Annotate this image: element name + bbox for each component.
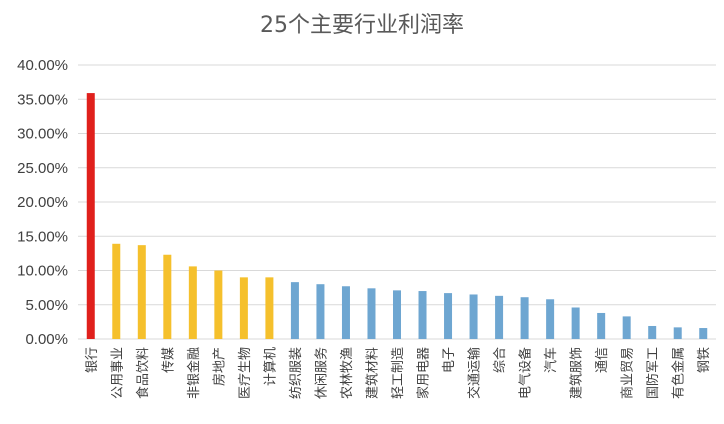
- y-tick-label: 0.00%: [25, 331, 68, 348]
- bar: [622, 316, 631, 339]
- x-tick-label: 公用事业: [110, 347, 125, 399]
- x-tick-label: 农林牧渔: [340, 347, 355, 399]
- x-tick-label: 房地产: [211, 347, 227, 386]
- bar: [673, 327, 682, 339]
- y-tick-label: 30.00%: [17, 126, 68, 143]
- bar: [86, 93, 95, 340]
- x-tick-label: 综合: [493, 347, 508, 373]
- bar: [265, 277, 274, 339]
- x-tick-label: 食品饮料: [135, 347, 151, 399]
- x-tick-label: 医疗生物: [238, 347, 253, 399]
- bar: [188, 266, 197, 339]
- x-tick-label: 电气设备: [518, 347, 534, 399]
- bars: [86, 93, 708, 340]
- x-tick-label: 银行: [85, 347, 100, 373]
- y-axis-ticks: 0.00% 5.00% 10.00% 15.00% 20.00% 25.00% 30.00%…: [17, 57, 68, 348]
- x-tick-label: 通信: [595, 347, 610, 373]
- x-tick-label: 计算机: [263, 347, 278, 386]
- x-tick-label: 纺织服装: [289, 347, 304, 399]
- bar: [444, 293, 453, 339]
- chart-title: 25个主要行业利润率: [260, 13, 464, 38]
- x-tick-label: 传媒: [161, 347, 176, 373]
- x-tick-label: 家用电器: [416, 347, 432, 399]
- bar: [341, 286, 350, 339]
- bar: [316, 284, 325, 339]
- x-tick-label: 轻工制造: [391, 347, 406, 399]
- bar: [699, 328, 708, 339]
- bar: [393, 290, 401, 339]
- y-tick-label: 35.00%: [17, 91, 68, 108]
- x-axis-ticks: 银行 公用事业 食品饮料 传媒 非银金融 房地产 医疗生物 计算机 纺织服装 休闲服务 农林牧渔 建筑…: [85, 347, 712, 399]
- bar: [418, 291, 427, 339]
- bar: [163, 254, 172, 339]
- bar: [571, 307, 580, 339]
- bar: [112, 243, 121, 339]
- gridlines: [78, 64, 716, 340]
- y-tick-label: 40.00%: [17, 57, 68, 74]
- bar: [290, 282, 299, 339]
- bar: [597, 312, 606, 339]
- x-tick-label: 非银金融: [186, 347, 202, 399]
- y-tick-label: 20.00%: [17, 194, 68, 211]
- bar: [546, 299, 555, 339]
- bar: [469, 294, 478, 339]
- x-tick-label: 电子: [442, 347, 457, 373]
- bar: [495, 295, 504, 339]
- bar: [239, 277, 248, 339]
- bar: [137, 245, 146, 339]
- y-tick-label: 25.00%: [17, 160, 68, 177]
- y-tick-label: 10.00%: [17, 263, 68, 280]
- x-tick-label: 有色金属: [671, 347, 687, 399]
- y-tick-label: 5.00%: [25, 297, 68, 314]
- y-tick-label: 15.00%: [17, 228, 68, 245]
- x-tick-label: 钢铁: [697, 347, 712, 373]
- bar: [367, 288, 376, 339]
- bar: [648, 325, 657, 339]
- bar: [214, 270, 223, 339]
- bar: [520, 297, 529, 339]
- x-tick-label: 汽车: [543, 347, 559, 373]
- x-tick-label: 交通运输: [467, 347, 483, 399]
- x-tick-label: 休闲服务: [313, 347, 329, 399]
- x-tick-label: 商业贸易: [621, 347, 636, 399]
- x-tick-label: 国防军工: [645, 347, 661, 399]
- x-tick-label: 建筑服饰: [569, 347, 585, 399]
- x-tick-label: 建筑材料: [364, 347, 380, 399]
